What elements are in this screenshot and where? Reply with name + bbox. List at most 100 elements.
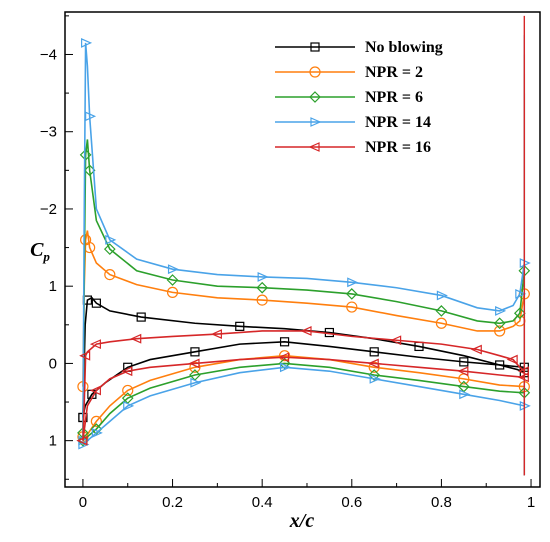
x-axis-title: x/c (289, 510, 315, 532)
data-point-marker (122, 384, 134, 397)
data-point-marker (190, 377, 202, 388)
series-line-lower (82, 356, 525, 441)
data-point-marker (77, 434, 89, 447)
series-4 (76, 15, 529, 476)
legend-marker (310, 42, 320, 52)
legend-label: No blowing (365, 39, 443, 56)
x-tick-label: 0 (79, 494, 87, 511)
data-point-marker (459, 389, 471, 400)
legend-marker (309, 66, 321, 78)
data-point-marker (85, 111, 97, 122)
data-point-marker (278, 357, 291, 370)
plot-frame (64, 11, 541, 488)
data-point-marker (368, 361, 380, 373)
data-point-marker (136, 312, 146, 322)
data-point-marker (130, 333, 142, 344)
data-point-marker (494, 325, 506, 337)
series-line-upper (82, 139, 526, 433)
series-line-lower (82, 366, 525, 446)
data-point-marker (81, 37, 93, 48)
series-line-upper (82, 330, 525, 441)
data-point-marker (235, 321, 245, 331)
data-point-marker (390, 335, 402, 346)
y-tick-label: −4 (40, 46, 57, 63)
data-point-marker (435, 317, 448, 329)
data-point-marker (513, 307, 526, 320)
data-point-marker (167, 264, 180, 275)
data-point-marker (369, 347, 379, 357)
data-point-marker (256, 294, 268, 306)
data-point-marker (190, 347, 200, 357)
data-point-marker (470, 344, 482, 355)
legend-label: NPR = 6 (365, 89, 423, 106)
y-axis: −4 −3 −2 1 0 1 (40, 15, 73, 480)
data-point-marker (506, 354, 518, 365)
data-point-marker (515, 288, 527, 299)
data-point-marker (278, 350, 291, 362)
data-point-marker (89, 339, 101, 350)
data-point-marker (91, 298, 101, 308)
data-point-marker (435, 305, 448, 317)
data-point-marker (459, 357, 469, 367)
x-tick-label: 0.6 (341, 494, 362, 511)
legend-marker (310, 117, 322, 127)
y-tick-label: 1 (49, 433, 57, 450)
data-point-marker (347, 277, 359, 288)
y-axis-title-main: C (30, 239, 44, 261)
data-point-marker (103, 243, 116, 255)
y-tick-label: 1 (49, 278, 57, 295)
data-point-marker (256, 281, 269, 294)
data-point-marker (495, 305, 507, 316)
data-point-marker (166, 274, 179, 286)
series-line-lower (82, 362, 525, 442)
data-point-marker (345, 288, 358, 300)
data-point-marker (257, 271, 269, 282)
x-tick-label: 0.8 (431, 494, 452, 511)
legend: No blowing NPR = 2 NPR = 6 NPR = 14 NPR = 16 (275, 39, 443, 156)
data-point-marker (79, 149, 92, 161)
data-point-marker (493, 317, 506, 330)
y-axis-title-subscript: p (42, 249, 50, 264)
legend-marker (308, 142, 320, 152)
series-3 (78, 35, 531, 476)
data-point-marker (104, 269, 116, 281)
series-0 (78, 93, 529, 476)
legend-label: NPR = 14 (365, 114, 431, 131)
series-2 (77, 54, 531, 476)
data-point-marker (210, 329, 222, 339)
data-point-marker (90, 423, 103, 435)
data-point-marker (76, 435, 88, 446)
x-tick-label: 1 (527, 494, 535, 511)
x-axis: 0 0.2 0.4 0.6 0.8 1 (79, 479, 535, 511)
data-point-marker (79, 350, 91, 361)
y-tick-label: −3 (40, 124, 57, 141)
x-tick-label: 0.4 (252, 494, 273, 511)
series-line-lower (82, 340, 525, 418)
data-point-marker (300, 326, 312, 336)
data-point-marker (166, 286, 179, 298)
legend-label: NPR = 2 (365, 64, 423, 81)
data-point-marker (123, 400, 135, 411)
data-point-marker (436, 290, 448, 301)
data-point-marker (278, 352, 290, 363)
y-tick-label: −2 (40, 201, 57, 218)
data-point-marker (90, 415, 102, 427)
data-point-marker (121, 366, 133, 377)
data-point-marker (346, 301, 358, 313)
legend-marker (309, 91, 321, 103)
data-point-marker (367, 358, 379, 369)
series-line-upper (82, 230, 526, 387)
legend-label: NPR = 16 (365, 139, 431, 156)
x-tick-label: 0.2 (162, 494, 183, 511)
data-point-marker (457, 366, 469, 377)
series-1 (77, 73, 530, 476)
data-point-marker (89, 385, 101, 396)
y-tick-label: 0 (49, 355, 57, 372)
data-point-marker (369, 373, 381, 384)
y-axis-title: Cp (30, 239, 50, 264)
data-point-marker (189, 361, 201, 373)
data-point-marker (368, 369, 381, 381)
series-layer (76, 15, 531, 476)
data-point-marker (279, 337, 290, 347)
